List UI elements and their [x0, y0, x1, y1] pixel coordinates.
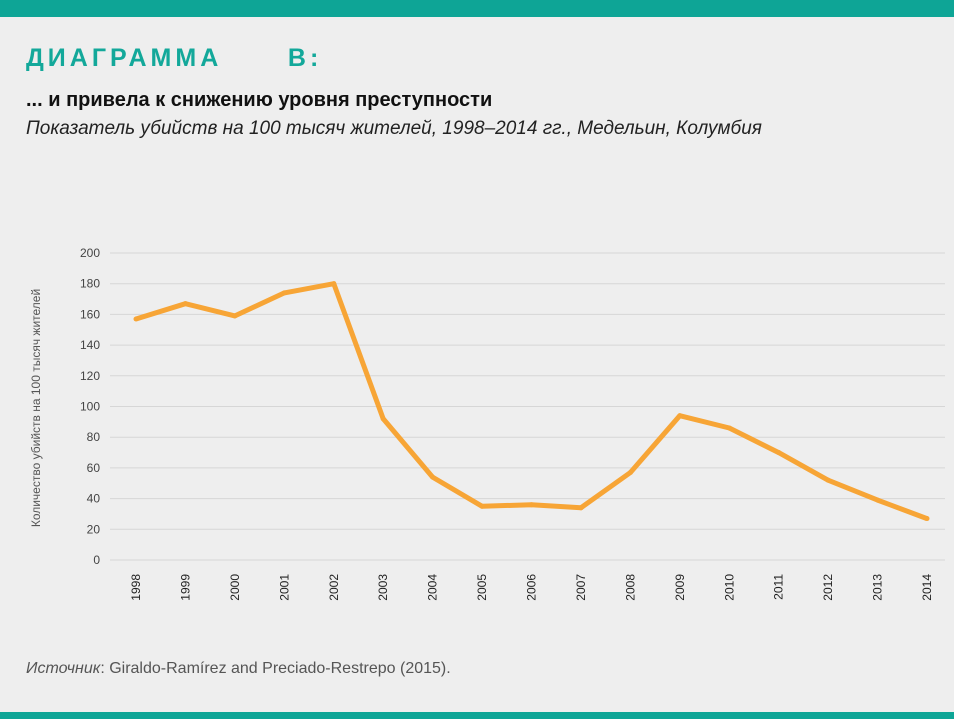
data-point	[578, 505, 584, 511]
source-text: : Giraldo-Ramírez and Preciado-Restrepo …	[100, 660, 451, 677]
y-tick-label: 40	[87, 492, 101, 506]
y-tick-label: 100	[80, 400, 100, 414]
data-point	[875, 497, 881, 503]
y-tick-label: 140	[80, 338, 100, 352]
top-accent-bar	[0, 0, 954, 17]
x-tick-label: 2000	[228, 574, 242, 601]
data-point	[479, 503, 485, 509]
x-tick-label: 2011	[772, 574, 786, 600]
y-tick-label: 160	[80, 307, 100, 321]
data-point	[627, 470, 633, 476]
y-tick-label: 120	[80, 369, 100, 383]
data-point	[677, 413, 683, 419]
y-axis-label: Количество убийств на 100 тысяч жителей	[29, 289, 43, 527]
y-tick-label: 80	[87, 430, 101, 444]
chart-subtitle: Показатель убийств на 100 тысяч жителей,…	[26, 118, 762, 139]
x-tick-label: 2006	[525, 574, 539, 601]
figure-label: ДИАГРАММА B:	[26, 44, 323, 72]
data-point	[825, 477, 831, 483]
y-tick-label: 20	[87, 522, 101, 536]
x-tick-label: 2003	[376, 574, 390, 601]
y-tick-label: 0	[93, 553, 100, 567]
series-line	[135, 281, 928, 521]
data-point	[924, 516, 930, 522]
x-tick-label: 1998	[129, 574, 143, 601]
x-tick-label: 2001	[277, 574, 291, 601]
data-point	[281, 290, 287, 296]
bottom-accent-bar	[0, 712, 954, 719]
data-point	[133, 316, 139, 322]
data-point	[232, 313, 238, 319]
data-point	[331, 281, 337, 287]
line-chart: 0 20 40 60 80 100 120 140 160 180 200 Количество уб…	[29, 246, 945, 601]
data-point	[529, 502, 534, 508]
y-tick-label: 60	[87, 461, 101, 475]
data-point	[182, 301, 188, 307]
x-tick-label: 2002	[327, 574, 341, 601]
x-tick-label: 2005	[475, 574, 489, 601]
x-tick-label: 2004	[426, 574, 440, 601]
chart-title: ... и привела к снижению уровня преступн…	[26, 89, 493, 111]
source-label: Источник	[26, 660, 101, 677]
x-tick-label: 2009	[673, 574, 687, 601]
data-point	[726, 425, 732, 431]
x-tick-label: 2008	[623, 574, 637, 601]
x-tick-label: 2014	[920, 574, 934, 601]
x-tick-label: 2013	[871, 574, 885, 601]
x-tick-label: 2012	[821, 574, 835, 601]
data-point	[430, 474, 436, 480]
x-tick-label: 1999	[178, 574, 192, 601]
data-point	[380, 416, 386, 422]
x-tick-label: 2010	[722, 574, 736, 601]
source-note: Источник: Giraldo-Ramírez and Preciado-R…	[26, 660, 451, 678]
y-tick-label: 200	[80, 246, 100, 260]
data-point	[776, 450, 782, 456]
y-tick-label: 180	[80, 277, 100, 291]
x-tick-label: 2007	[574, 574, 588, 601]
